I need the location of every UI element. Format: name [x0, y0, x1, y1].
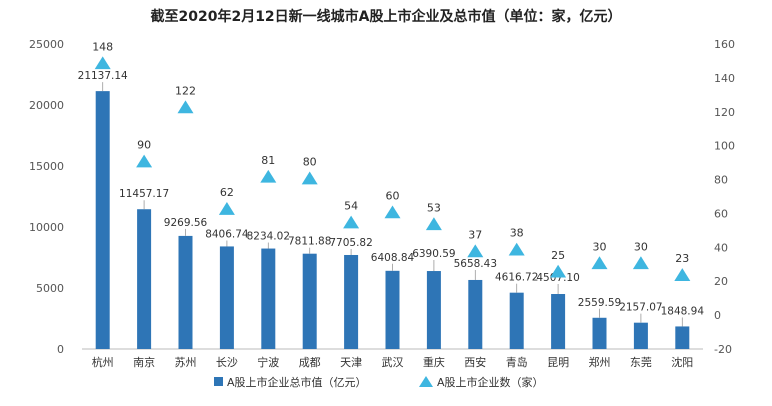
triangle-marker: [508, 242, 525, 256]
triangle-marker: [136, 154, 153, 168]
category-label: 成都: [299, 356, 321, 369]
count-value-label: 148: [92, 40, 113, 53]
bar: [219, 246, 234, 349]
bar: [551, 294, 566, 349]
legend-triangle-label: A股上市企业数（家）: [437, 375, 544, 389]
category-label: 郑州: [589, 355, 611, 369]
count-value-label: 62: [220, 186, 234, 199]
count-value-label: 23: [675, 252, 689, 265]
count-value-label: 30: [593, 240, 607, 253]
category-label: 长沙: [216, 356, 238, 369]
legend-bar-label: A股上市企业总市值（亿元）: [227, 375, 367, 389]
right-axis-tick-label: 80: [714, 174, 728, 187]
triangle-marker: [550, 264, 567, 278]
category-label: 南京: [133, 355, 155, 369]
bar: [633, 322, 648, 349]
right-axis-tick-label: 20: [714, 275, 728, 288]
bar-value-label: 6390.59: [412, 248, 455, 260]
bar-value-label: 8234.02: [247, 231, 290, 243]
count-value-label: 53: [427, 201, 441, 214]
category-label: 重庆: [423, 355, 445, 369]
bar: [385, 270, 400, 349]
category-label: 昆明: [547, 356, 569, 369]
legend-bar-swatch: [214, 377, 223, 386]
right-axis-tick-label: 40: [714, 241, 728, 254]
triangle-marker: [467, 244, 484, 258]
triangle-marker: [218, 202, 235, 215]
count-value-label: 60: [386, 189, 400, 202]
count-value-label: 30: [634, 240, 648, 253]
bar: [178, 235, 193, 349]
bar-value-label: 7705.82: [329, 237, 372, 249]
bar-value-label: 6408.84: [371, 252, 415, 264]
bar-value-label: 2559.59: [578, 297, 621, 309]
count-value-label: 37: [468, 228, 482, 241]
right-axis-tick-label: 100: [714, 140, 735, 153]
bar: [426, 271, 441, 349]
count-value-label: 80: [303, 156, 317, 169]
count-value-label: 122: [175, 84, 196, 97]
category-label: 宁波: [257, 355, 279, 369]
triangle-marker: [591, 256, 608, 270]
right-axis-tick-label: 160: [714, 38, 735, 51]
bar-value-label: 8406.74: [205, 228, 249, 240]
count-value-label: 81: [261, 154, 275, 167]
count-value-label: 38: [510, 227, 524, 240]
triangle-marker: [177, 100, 194, 114]
triangle-marker: [632, 256, 649, 270]
bar: [261, 248, 276, 349]
bar-value-label: 9269.56: [164, 217, 208, 229]
bar: [95, 91, 110, 349]
bar-value-label: 4616.72: [495, 272, 538, 284]
count-value-label: 90: [137, 139, 151, 152]
triangle-marker: [674, 268, 691, 281]
left-axis-tick-label: 15000: [29, 160, 64, 173]
category-label: 杭州: [92, 355, 114, 369]
category-label: 武汉: [382, 356, 404, 369]
right-axis-tick-label: 60: [714, 207, 728, 220]
count-value-label: 25: [551, 249, 565, 262]
bar-value-label: 7811.88: [288, 236, 331, 248]
bar: [137, 209, 152, 349]
category-label: 西安: [464, 355, 486, 369]
legend-triangle-swatch: [419, 376, 433, 387]
bar-value-label: 21137.14: [78, 70, 128, 82]
left-axis-tick-label: 0: [57, 343, 64, 356]
bar-value-label: 4507.10: [536, 272, 579, 284]
category-label: 东莞: [630, 356, 652, 369]
count-value-label: 54: [344, 200, 358, 213]
triangle-marker: [384, 205, 401, 219]
triangle-marker: [94, 56, 111, 70]
triangle-marker: [260, 169, 277, 183]
bar-value-label: 11457.17: [119, 188, 169, 200]
bar: [468, 279, 483, 349]
triangle-marker: [425, 217, 442, 231]
right-axis-tick-label: 0: [714, 309, 721, 322]
category-label: 苏州: [175, 356, 197, 369]
left-axis-tick-label: 20000: [29, 99, 64, 112]
bar-value-label: 1848.94: [661, 305, 705, 317]
bar: [675, 326, 690, 349]
category-label: 青岛: [506, 355, 528, 369]
left-axis-tick-label: 5000: [36, 282, 64, 295]
bar: [344, 254, 359, 349]
triangle-marker: [343, 215, 360, 229]
category-label: 天津: [340, 356, 362, 369]
category-label: 沈阳: [671, 355, 693, 369]
triangle-marker: [301, 171, 318, 185]
right-axis-tick-label: 120: [714, 106, 735, 119]
bar-value-label: 2157.07: [619, 302, 662, 314]
bar: [509, 292, 524, 349]
chart-title: 截至2020年2月12日新一线城市A股上市企业及总市值（单位：家，亿元）: [150, 9, 622, 25]
bar: [592, 317, 607, 349]
bar: [302, 253, 317, 349]
right-axis-tick-label: -20: [714, 343, 732, 356]
bar-value-label: 5658.43: [454, 258, 497, 270]
left-axis-tick-label: 25000: [29, 38, 64, 51]
right-axis-tick-label: 140: [714, 72, 735, 85]
left-axis-tick-label: 10000: [29, 221, 64, 234]
